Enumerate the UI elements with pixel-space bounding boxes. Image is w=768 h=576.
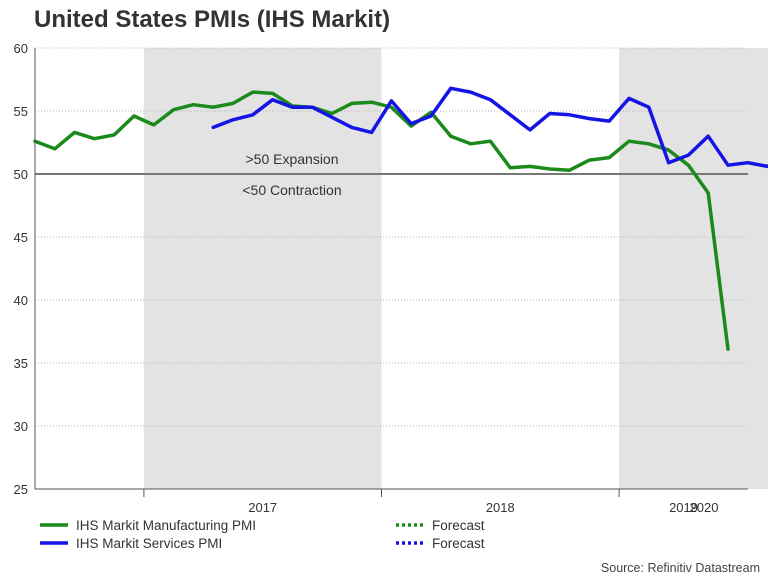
legend-label-2: Forecast	[432, 518, 485, 533]
x-tick-label-2017: 2017	[248, 500, 277, 515]
legend: IHS Markit Manufacturing PMI IHS Markit S…	[40, 518, 485, 551]
contraction-label: <50 Contraction	[242, 182, 341, 198]
y-tick-label: 40	[14, 293, 28, 308]
y-tick-label: 60	[14, 41, 28, 56]
y-tick-label: 50	[14, 167, 28, 182]
chart-title: United States PMIs (IHS Markit)	[34, 6, 390, 33]
legend-label-3: Forecast	[432, 536, 485, 551]
y-tick-label: 25	[14, 482, 28, 497]
legend-label-1: IHS Markit Services PMI	[76, 536, 222, 551]
legend-label-0: IHS Markit Manufacturing PMI	[76, 518, 256, 533]
expansion-label: >50 Expansion	[245, 151, 338, 167]
series-line-1	[211, 86, 768, 169]
y-tick-label: 45	[14, 230, 28, 245]
series-line-0	[33, 90, 730, 351]
series-lines	[33, 86, 768, 351]
shade-2017	[143, 48, 382, 489]
x-tick-label-2019: 2019	[669, 500, 698, 515]
y-tick-label: 35	[14, 356, 28, 371]
year-shading	[143, 48, 768, 489]
y-tick-label: 30	[14, 419, 28, 434]
source-note: Source: Refinitiv Datastream	[601, 561, 760, 575]
x-tick-label-2020: 2020	[690, 500, 719, 515]
y-tick-label: 55	[14, 104, 28, 119]
x-tick-label-2018: 2018	[486, 500, 515, 515]
shade-2019	[619, 48, 768, 489]
reference-line-group: >50 Expansion <50 Contraction	[35, 151, 748, 198]
